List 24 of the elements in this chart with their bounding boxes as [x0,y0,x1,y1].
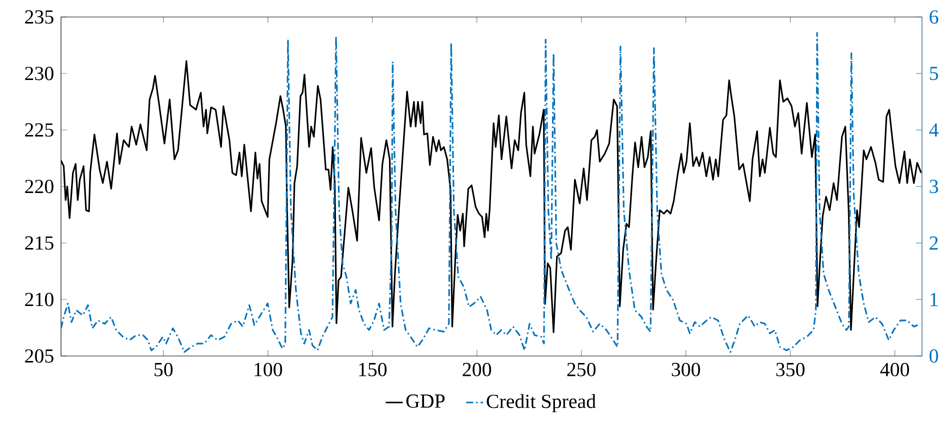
y-tick-label: 225 [25,123,54,137]
y-tick-label: 230 [25,66,54,80]
y2-tick-label: 1 [930,292,938,306]
legend-label: GDP [406,394,445,408]
y2-tick-label: 4 [929,123,939,137]
y-tick-label: 220 [25,180,54,194]
x-tick-label: 50 [154,362,173,376]
x-tick-label: 200 [462,362,492,376]
legend-label: Credit Spread [486,394,596,412]
x-tick-label: 100 [254,362,282,376]
y2-tick-label: 0 [930,349,938,363]
x-tick-label: 350 [776,362,805,376]
y-tick-label: 235 [25,10,54,24]
x-tick-label: 300 [672,362,700,376]
y-tick-label: 215 [25,236,54,250]
x-tick-label: 150 [359,362,387,376]
y2-tick-label: 3 [930,180,938,194]
y2-tick-label: 2 [930,236,938,250]
x-tick-label: 400 [880,362,910,376]
y2-tick-label: 6 [930,10,938,24]
x-tick-label: 250 [567,362,596,376]
y2-tick-label: 5 [930,66,938,80]
y-tick-label: 210 [25,292,54,306]
y-tick-label: 205 [25,349,54,363]
